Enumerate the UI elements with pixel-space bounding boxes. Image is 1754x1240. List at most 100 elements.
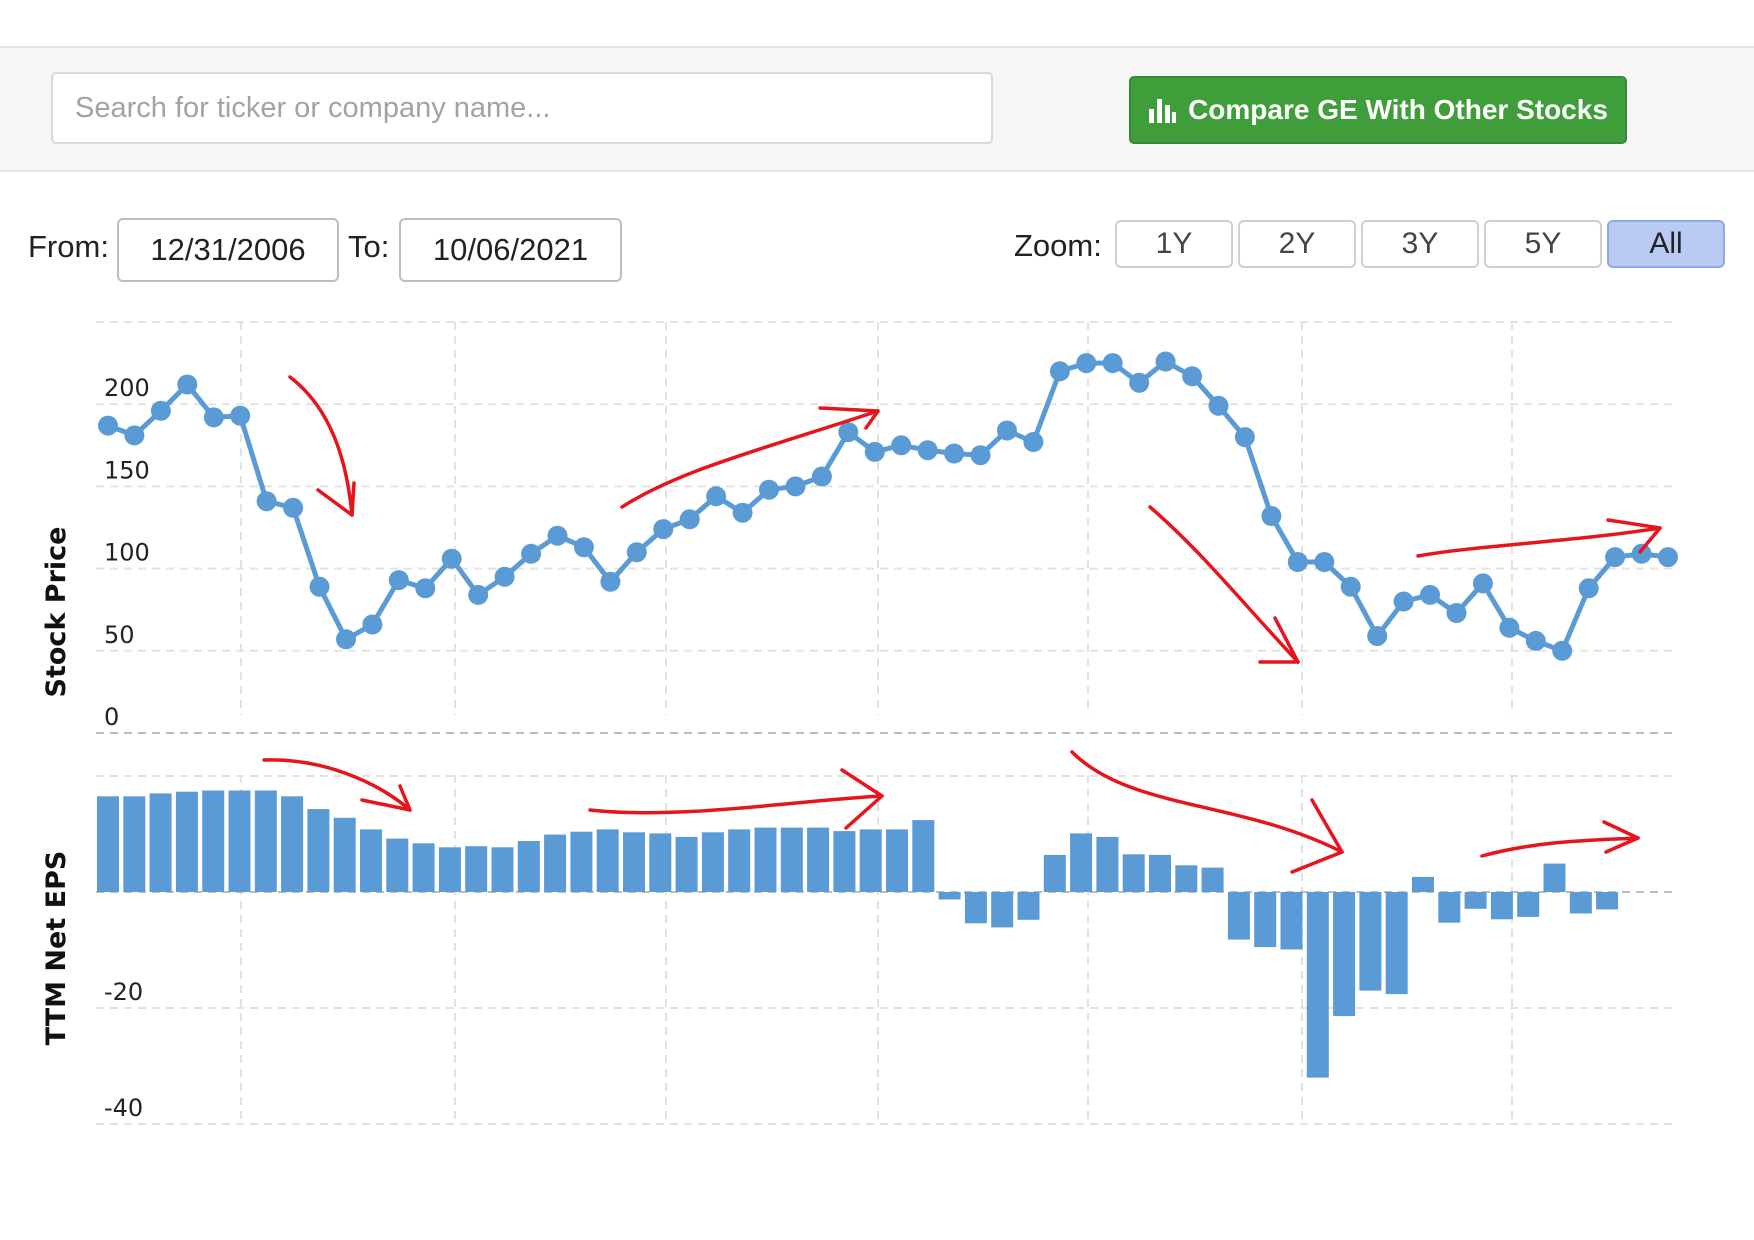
eps-bar xyxy=(413,843,435,892)
price-point xyxy=(1473,573,1493,593)
price-point xyxy=(1605,547,1625,567)
price-point xyxy=(1156,352,1176,372)
eps-bar xyxy=(833,831,855,892)
top-strip xyxy=(0,0,1754,48)
price-point xyxy=(627,542,647,562)
price-point xyxy=(1182,366,1202,386)
price-point xyxy=(310,577,330,597)
zoom-label: Zoom: xyxy=(1014,228,1102,264)
eps-bar xyxy=(202,791,224,893)
zoom-3y-button[interactable]: 3Y xyxy=(1361,220,1479,268)
zoom-all-button[interactable]: All xyxy=(1607,220,1725,268)
price-point xyxy=(1050,361,1070,381)
price-point xyxy=(548,526,568,546)
price-point xyxy=(838,422,858,442)
price-point xyxy=(151,401,171,421)
eps-bar xyxy=(965,892,987,923)
price-tick-label: 100 xyxy=(104,539,150,567)
eps-bar xyxy=(1570,892,1592,914)
zoom-5y-button[interactable]: 5Y xyxy=(1484,220,1602,268)
price-axis-title: Stock Price xyxy=(41,527,72,698)
eps-bar xyxy=(860,829,882,892)
zoom-2y-button[interactable]: 2Y xyxy=(1238,220,1356,268)
trend-arrowhead-annotation xyxy=(1292,800,1342,872)
eps-bar xyxy=(360,829,382,892)
price-point xyxy=(98,416,118,436)
price-point xyxy=(257,491,277,511)
price-point xyxy=(759,480,779,500)
price-point xyxy=(1658,547,1678,567)
price-point xyxy=(1579,578,1599,598)
price-point xyxy=(600,572,620,592)
eps-bar xyxy=(1307,892,1329,1078)
trend-arrowhead-annotation xyxy=(362,786,410,810)
price-point xyxy=(733,503,753,523)
eps-axis-title: TTM Net EPS xyxy=(41,851,72,1046)
eps-tick-label: -40 xyxy=(104,1094,143,1122)
eps-bar xyxy=(492,847,514,892)
price-point xyxy=(1209,396,1229,416)
to-date-input[interactable]: 10/06/2021 xyxy=(399,218,622,282)
from-label: From: xyxy=(28,229,109,265)
price-point xyxy=(1632,544,1652,564)
price-point xyxy=(706,486,726,506)
stock-eps-chart: 050100150200Stock Price0-20-40TTM Net EP… xyxy=(0,300,1754,1160)
eps-bar xyxy=(886,829,908,892)
eps-bar xyxy=(597,829,619,892)
compare-button-label: Compare GE With Other Stocks xyxy=(1188,94,1608,126)
from-date-input[interactable]: 12/31/2006 xyxy=(117,218,339,282)
price-tick-label: 200 xyxy=(104,374,150,402)
price-point xyxy=(680,509,700,529)
eps-bar xyxy=(544,835,566,892)
bar-chart-icon xyxy=(1148,97,1176,123)
eps-bar xyxy=(728,829,750,892)
price-point xyxy=(574,537,594,557)
to-label: To: xyxy=(348,229,389,265)
price-point xyxy=(971,445,991,465)
eps-bar xyxy=(1044,855,1066,892)
price-point xyxy=(1367,626,1387,646)
eps-bar xyxy=(1491,892,1513,919)
trend-arrow-annotation xyxy=(1150,507,1298,662)
eps-bar xyxy=(229,791,251,893)
price-tick-label: 0 xyxy=(104,703,119,731)
price-point xyxy=(1526,631,1546,651)
price-point xyxy=(786,476,806,496)
price-point xyxy=(204,407,224,427)
eps-bar xyxy=(1175,865,1197,892)
price-point xyxy=(495,567,515,587)
eps-bar xyxy=(1254,892,1276,947)
eps-bar xyxy=(1228,892,1250,940)
eps-bar xyxy=(649,833,671,892)
price-point xyxy=(865,442,885,462)
price-point xyxy=(389,570,409,590)
eps-bar xyxy=(755,828,777,892)
price-point xyxy=(177,375,197,395)
trend-arrow-annotation xyxy=(590,796,882,813)
eps-bar xyxy=(150,793,172,892)
price-point xyxy=(336,629,356,649)
price-point xyxy=(1129,373,1149,393)
eps-tick-label: -20 xyxy=(104,978,143,1006)
search-input[interactable] xyxy=(51,72,993,144)
price-point xyxy=(1235,427,1255,447)
eps-bar xyxy=(281,796,303,892)
eps-bar xyxy=(1096,837,1118,892)
eps-bar xyxy=(1281,892,1303,949)
price-point xyxy=(918,440,938,460)
zoom-1y-button[interactable]: 1Y xyxy=(1115,220,1233,268)
price-point xyxy=(442,549,462,569)
trend-arrowhead-annotation xyxy=(1604,822,1638,852)
eps-bar xyxy=(702,832,724,892)
price-tick-label: 150 xyxy=(104,456,150,484)
eps-bar xyxy=(1386,892,1408,994)
eps-bar xyxy=(1123,854,1145,892)
eps-bar xyxy=(439,847,461,892)
eps-bar xyxy=(1149,855,1171,892)
price-point xyxy=(1341,577,1361,597)
trend-arrow-annotation xyxy=(1418,528,1660,556)
trend-arrow-annotation xyxy=(622,411,878,507)
compare-stocks-button[interactable]: Compare GE With Other Stocks xyxy=(1129,76,1627,144)
price-point xyxy=(891,435,911,455)
eps-bar xyxy=(334,818,356,892)
